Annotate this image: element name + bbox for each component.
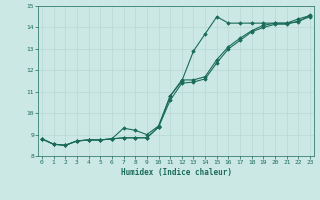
X-axis label: Humidex (Indice chaleur): Humidex (Indice chaleur) xyxy=(121,168,231,177)
